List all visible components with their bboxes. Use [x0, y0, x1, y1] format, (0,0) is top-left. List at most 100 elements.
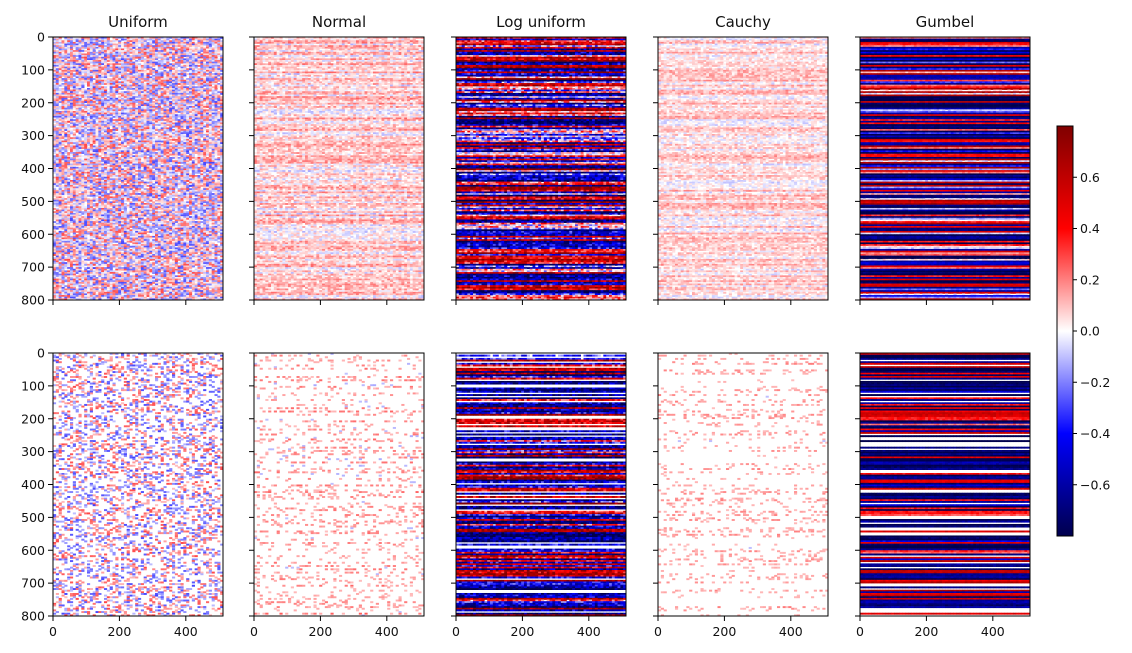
heatmap-cell [164, 55, 167, 57]
heatmap-cell [166, 65, 169, 67]
heatmap-cell [81, 173, 84, 175]
heatmap-cell [147, 144, 150, 146]
heatmap-cell [62, 47, 65, 49]
heatmap-cell [118, 108, 121, 110]
heatmap-cell [130, 126, 133, 128]
heatmap-cell [104, 121, 107, 123]
heatmap-cell [98, 78, 101, 80]
heatmap-cell [161, 121, 164, 123]
heatmap-cell [70, 173, 73, 175]
heatmap-cell [79, 78, 82, 80]
heatmap-cell [200, 131, 203, 133]
heatmap-cell [141, 42, 144, 44]
heatmap-cell [192, 157, 195, 159]
heatmap-cell [121, 113, 124, 115]
heatmap-cell [158, 47, 161, 49]
heatmap-cell [195, 47, 198, 49]
heatmap-cell [56, 42, 59, 44]
heatmap-cell [166, 121, 169, 123]
heatmap-cell [121, 39, 124, 41]
heatmap-cell [195, 50, 198, 52]
heatmap-cell [195, 178, 198, 180]
heatmap-cell [70, 121, 73, 123]
heatmap-cell [101, 121, 104, 123]
heatmap-cell [132, 104, 135, 106]
heatmap-cell [158, 68, 161, 70]
heatmap-cell [149, 68, 152, 70]
heatmap-cell [121, 165, 124, 167]
heatmap-cell [70, 47, 73, 49]
heatmap-cell [107, 73, 110, 75]
heatmap-cell [84, 131, 87, 133]
heatmap-cell [73, 91, 76, 93]
heatmap-cell [195, 121, 198, 123]
heatmap-cell [147, 95, 150, 97]
heatmap-cell [73, 139, 76, 141]
heatmap-cell [90, 157, 93, 159]
heatmap-cell [161, 81, 164, 83]
heatmap-cell [130, 65, 133, 67]
heatmap-cell [118, 152, 121, 154]
heatmap-cell [104, 134, 107, 136]
heatmap-cell [76, 147, 79, 149]
heatmap-cell [172, 73, 175, 75]
heatmap-cell [124, 126, 127, 128]
heatmap-cell [152, 60, 155, 62]
heatmap-cell [195, 152, 198, 154]
heatmap-cell [152, 165, 155, 167]
heatmap-cell [175, 165, 178, 167]
heatmap-cell [124, 144, 127, 146]
heatmap-cell [124, 52, 127, 54]
heatmap-cell [189, 157, 192, 159]
heatmap-cell [158, 81, 161, 83]
heatmap-cell [198, 113, 201, 115]
heatmap-cell [104, 95, 107, 97]
heatmap-cell [62, 144, 65, 146]
heatmap-cell [98, 121, 101, 123]
heatmap-cell [186, 160, 189, 162]
heatmap-cell [147, 154, 150, 156]
heatmap-cell [164, 147, 167, 149]
heatmap-cell [189, 78, 192, 80]
heatmap-cell [189, 99, 192, 101]
heatmap-cell [70, 152, 73, 154]
heatmap-cell [121, 65, 124, 67]
heatmap-cell [132, 144, 135, 146]
heatmap-cell [90, 173, 93, 175]
heatmap-cell [73, 157, 76, 159]
heatmap-cell [138, 68, 141, 70]
heatmap-cell [215, 170, 218, 172]
heatmap-cell [209, 157, 212, 159]
heatmap-cell [155, 121, 158, 123]
heatmap-cell [101, 160, 104, 162]
heatmap-cell [64, 86, 67, 88]
heatmap-cell [73, 75, 76, 77]
heatmap-cell [67, 173, 70, 175]
heatmap-cell [84, 144, 87, 146]
heatmap-cell [189, 73, 192, 75]
heatmap-cell [93, 39, 96, 41]
heatmap-cell [138, 42, 141, 44]
heatmap-cell [127, 65, 130, 67]
heatmap-cell [209, 147, 212, 149]
heatmap-cell [141, 95, 144, 97]
heatmap-cell [215, 144, 218, 146]
heatmap-cell [169, 73, 172, 75]
heatmap-cell [166, 52, 169, 54]
heatmap-cell [96, 81, 99, 83]
heatmap-cell [93, 173, 96, 175]
heatmap-cell [141, 68, 144, 70]
heatmap-cell [189, 91, 192, 93]
heatmap-cell [56, 68, 59, 70]
heatmap-cell [124, 165, 127, 167]
heatmap-cell [79, 95, 82, 97]
heatmap-cell [73, 70, 76, 72]
heatmap-cell [138, 113, 141, 115]
heatmap-cell [203, 78, 206, 80]
heatmap-cell [192, 68, 195, 70]
heatmap-cell [192, 45, 195, 47]
heatmap-cell [181, 91, 184, 93]
heatmap-cell [217, 131, 220, 133]
heatmap-cell [144, 42, 147, 44]
heatmap-cell [56, 183, 59, 185]
